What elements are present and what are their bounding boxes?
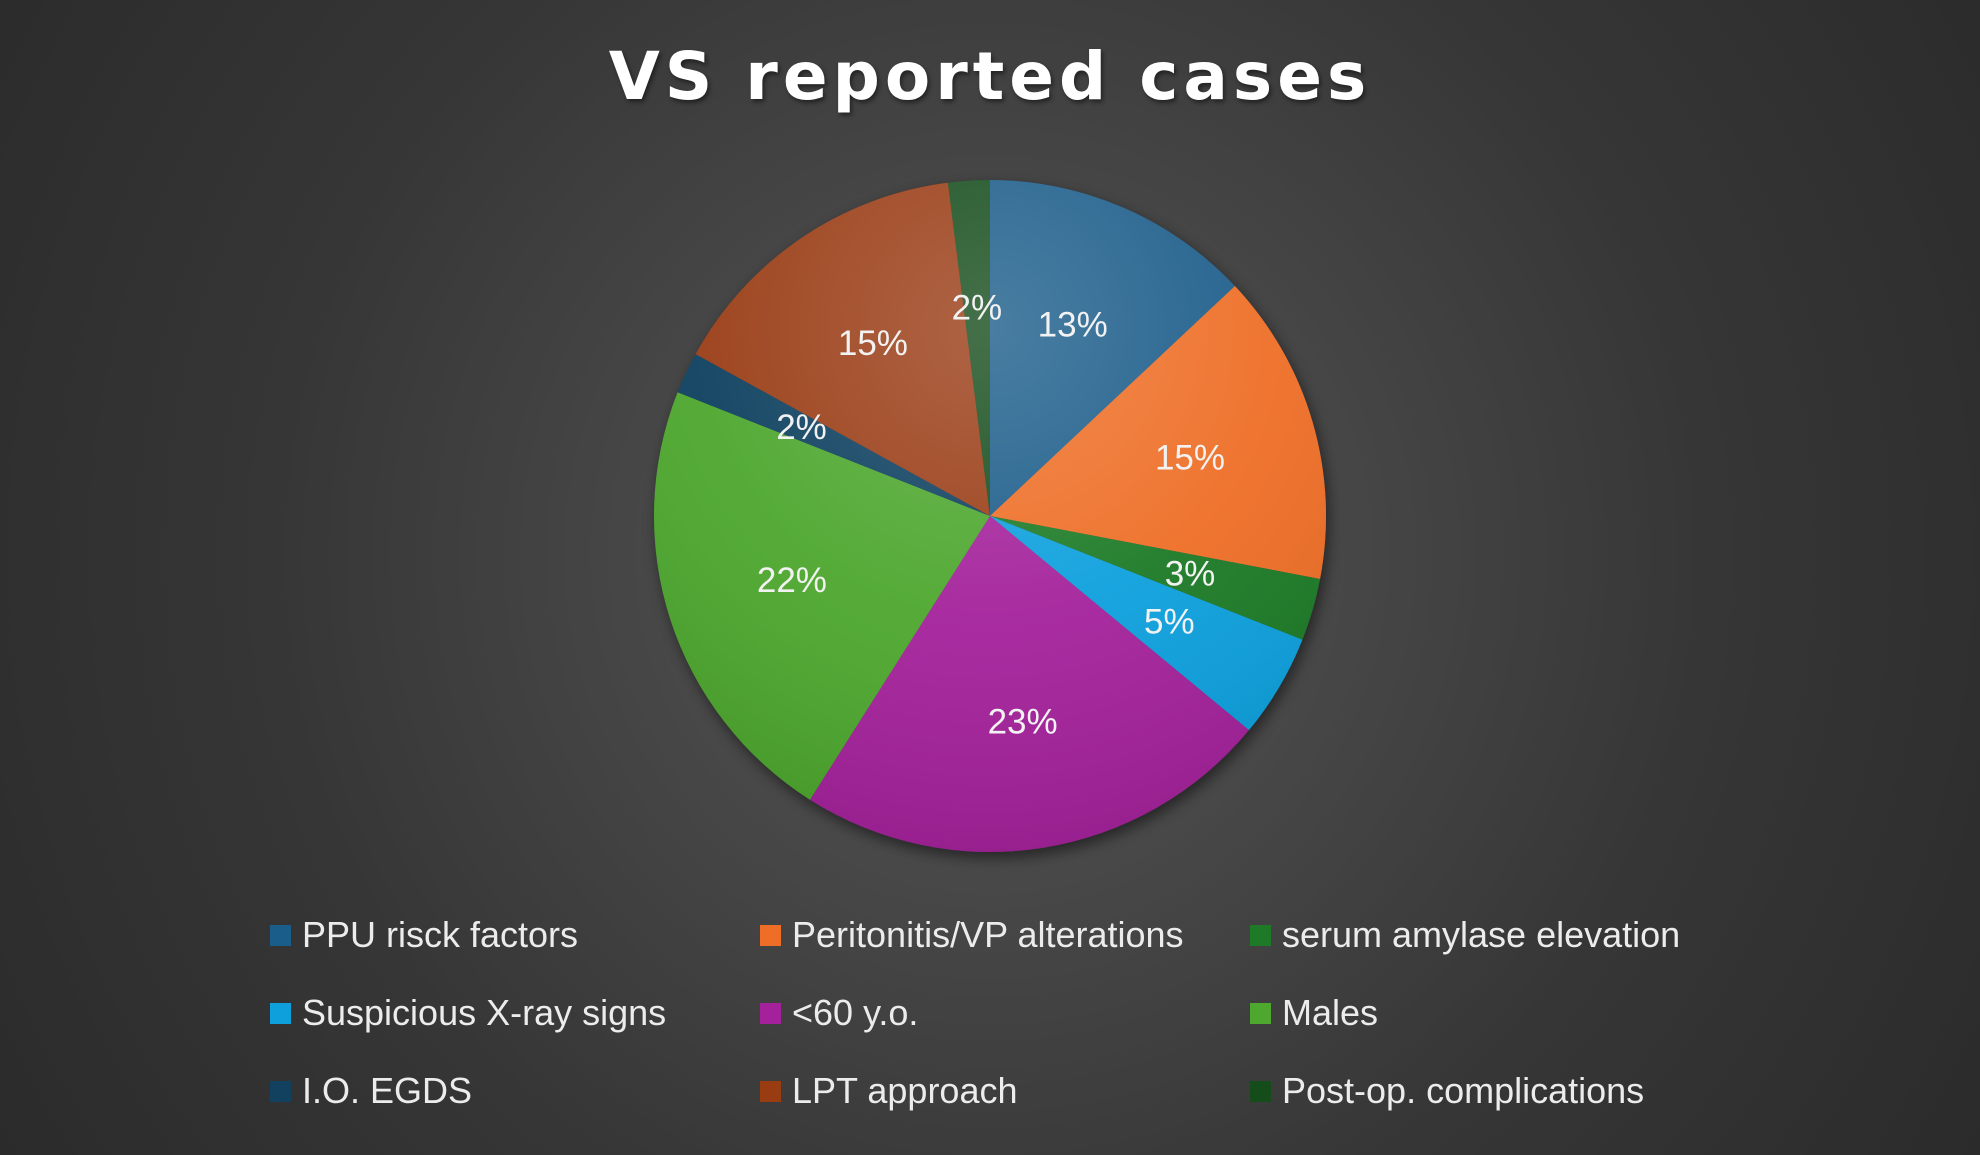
legend-label: Males bbox=[1282, 992, 1379, 1033]
legend-item: Post-op. complications bbox=[1250, 1070, 1740, 1112]
legend-swatch bbox=[1250, 924, 1271, 946]
legend-swatch bbox=[760, 1002, 781, 1024]
data-label: 2% bbox=[952, 289, 1003, 328]
legend-label: Suspicious X-ray signs bbox=[302, 992, 667, 1033]
data-label: 2% bbox=[776, 408, 827, 447]
legend-label: Peritonitis/VP alterations bbox=[792, 914, 1184, 955]
chart-title: VS reported cases bbox=[608, 38, 1372, 115]
legend-label: <60 y.o. bbox=[792, 992, 919, 1033]
legend: PPU risck factors Peritonitis/VP alterat… bbox=[270, 914, 1770, 1112]
legend-label: I.O. EGDS bbox=[302, 1070, 473, 1111]
data-label: 3% bbox=[1165, 555, 1216, 594]
legend-swatch bbox=[270, 924, 291, 946]
legend-swatch bbox=[270, 1080, 291, 1102]
data-label: 5% bbox=[1144, 603, 1195, 642]
legend-item: Males bbox=[1250, 992, 1740, 1034]
legend-item: LPT approach bbox=[760, 1070, 1250, 1112]
legend-label: LPT approach bbox=[792, 1070, 1018, 1111]
legend-label: PPU risck factors bbox=[302, 914, 579, 955]
legend-swatch bbox=[1250, 1002, 1271, 1024]
data-label: 13% bbox=[1038, 305, 1108, 344]
legend-item: I.O. EGDS bbox=[270, 1070, 760, 1112]
legend-swatch bbox=[760, 1080, 781, 1102]
data-label: 22% bbox=[757, 561, 827, 600]
legend-swatch bbox=[760, 924, 781, 946]
data-label: 15% bbox=[838, 324, 908, 363]
data-label: 23% bbox=[988, 702, 1058, 741]
legend-swatch bbox=[270, 1002, 291, 1024]
legend-item: Peritonitis/VP alterations bbox=[760, 914, 1250, 956]
legend-item: PPU risck factors bbox=[270, 914, 760, 956]
legend-item: <60 y.o. bbox=[760, 992, 1250, 1034]
legend-label: serum amylase elevation bbox=[1282, 914, 1681, 955]
data-label: 15% bbox=[1155, 438, 1225, 477]
legend-item: Suspicious X-ray signs bbox=[270, 992, 760, 1034]
legend-label: Post-op. complications bbox=[1282, 1070, 1645, 1111]
legend-swatch bbox=[1250, 1080, 1271, 1102]
legend-item: serum amylase elevation bbox=[1250, 914, 1740, 956]
